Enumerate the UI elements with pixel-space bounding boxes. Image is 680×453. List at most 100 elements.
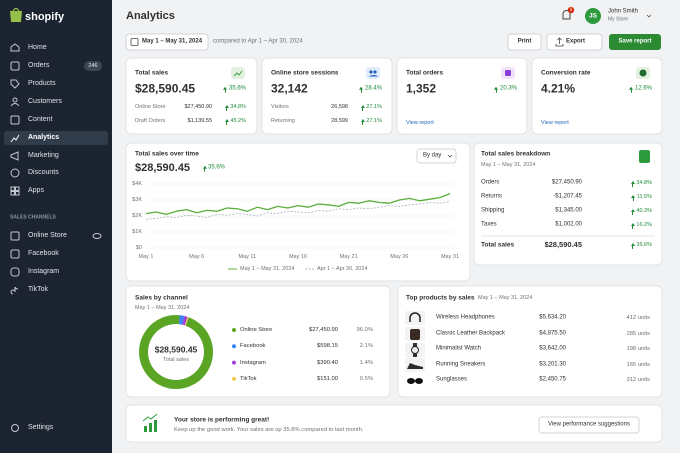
product-sales: $2,450.75 — [539, 377, 566, 384]
breakdown-date: May 1 – May 31, 2024 — [481, 161, 536, 168]
banner-button-bg — [538, 416, 640, 434]
kpi-change: 20.3% — [494, 86, 517, 93]
icon-content — [10, 115, 20, 125]
channel-item[interactable]: Online Store — [28, 232, 67, 240]
channel-item[interactable]: TikTok — [28, 286, 48, 294]
banner-text: Keep up the good work. Your sales are up… — [174, 426, 364, 433]
breakdown-label: Orders — [481, 179, 500, 186]
period-select-bg — [416, 148, 457, 164]
series-line — [145, 192, 451, 216]
chart-value: $28,590.45 — [135, 161, 191, 174]
brand-icon — [10, 11, 22, 22]
kpi-row-value: $27,450.90 — [184, 103, 212, 110]
nav-item[interactable]: Products — [28, 80, 56, 88]
date-picker — [125, 33, 209, 51]
product-name: Minimalist Watch — [436, 345, 482, 352]
avatar — [585, 8, 601, 24]
banner-button[interactable]: View performance suggestions — [548, 421, 630, 428]
donut-center-label: Total sales — [163, 356, 189, 363]
x-tick-label: May 11 — [238, 253, 257, 260]
nav-item[interactable]: Analytics — [28, 134, 60, 142]
legend-swatch — [232, 360, 236, 365]
chart-marks — [139, 183, 455, 390]
kpi-icon-pie — [639, 69, 647, 77]
nav-item[interactable]: Marketing — [28, 152, 59, 160]
icon-customers — [12, 97, 18, 103]
legend-label: May 1 – May 31, 2024 — [240, 265, 295, 272]
channel-amount: $151.00 — [317, 375, 338, 382]
kpi-row-change: 34.8% — [224, 104, 246, 111]
nav-item[interactable]: Discounts — [28, 169, 59, 177]
save-button-bg — [609, 34, 661, 50]
kpi-row-label: Draft Orders — [135, 117, 166, 124]
period-select[interactable]: By day — [423, 152, 442, 159]
donut-segment — [184, 316, 189, 326]
view-report-link[interactable]: View report — [406, 119, 434, 126]
channel-title: Sales by channel — [135, 294, 188, 302]
channel-item[interactable]: Facebook — [28, 250, 59, 258]
settings-item[interactable]: Settings — [28, 424, 54, 432]
kpi-card — [396, 57, 528, 135]
donut-center-value: $28,590.45 — [154, 344, 198, 355]
breakdown-change: 40.3% — [630, 208, 652, 215]
breakdown-total-label: Total sales — [481, 241, 515, 249]
breakdown-total-value: $28,590.45 — [544, 239, 582, 249]
orders-badge-bg — [84, 61, 102, 71]
breakdown-label: Shipping — [481, 207, 505, 214]
kpi-change: 35.6% — [223, 86, 246, 93]
kpi-title: Conversion rate — [541, 69, 591, 77]
cards — [125, 57, 663, 443]
icon-customers-body — [10, 103, 20, 107]
icon-apps — [15, 186, 20, 191]
y-tick-label: $0 — [135, 244, 142, 251]
breakdown-value: $1,345.00 — [555, 207, 582, 214]
print-button[interactable]: Print — [517, 38, 532, 45]
channel-date: May 1 – May 31, 2024 — [135, 304, 190, 311]
breakdown-card — [473, 142, 663, 266]
y-tick-label: $2K — [132, 212, 142, 219]
kpi-card — [261, 57, 393, 135]
nav-item[interactable]: Customers — [28, 98, 62, 106]
view-report-link[interactable]: View report — [541, 119, 569, 126]
product-name: Classic Leather Backpack — [436, 330, 506, 337]
icon-products — [10, 79, 20, 89]
nav-item[interactable]: Orders — [28, 62, 50, 70]
icon-home — [10, 43, 20, 52]
date-range[interactable]: May 1 – May 31, 2024 — [142, 38, 203, 45]
print-button-bg — [507, 33, 542, 51]
breakdown-value: $1,002.00 — [555, 221, 582, 228]
save-button[interactable]: Save report — [618, 38, 652, 45]
icon-tiktok — [10, 286, 19, 295]
section-label: SALES CHANNELS — [10, 214, 56, 221]
kpi-change: 12.6% — [629, 86, 652, 93]
legend-swatch — [232, 376, 236, 381]
product-sales: $3,201.30 — [539, 361, 566, 368]
banner-icon-bar — [149, 423, 152, 432]
icon-analytics — [10, 134, 20, 143]
product-name: Running Sneakers — [436, 361, 486, 368]
legend-swatch — [232, 344, 236, 349]
y-tick-label: $1K — [132, 228, 142, 235]
channel-share: 0.5% — [359, 375, 373, 382]
banner-title: Your store is performing great! — [174, 416, 270, 424]
x-tick-label: May 21 — [339, 253, 358, 260]
kpi-card — [531, 57, 663, 135]
kpi-row-value: 28,599 — [331, 117, 348, 124]
export-button[interactable]: Export — [566, 38, 586, 45]
product-sales: $5,634.20 — [539, 314, 566, 321]
kpi-icon-person — [373, 70, 377, 74]
y-tick-label: $4K — [132, 180, 142, 187]
icon-eye — [92, 233, 102, 239]
y-tick-label: $3K — [132, 196, 142, 203]
kpi-row-change: 27.1% — [360, 118, 382, 125]
nav-item[interactable]: Content — [28, 116, 53, 124]
nav-item[interactable]: Apps — [28, 187, 44, 195]
icon-apps — [10, 191, 15, 196]
channel-item[interactable]: Instagram — [28, 268, 60, 276]
product-image-headphones — [409, 312, 421, 322]
nav-item[interactable]: Home — [28, 44, 47, 52]
channel-share: 1.4% — [359, 359, 373, 366]
bell-icon — [562, 10, 571, 20]
kpi-title: Online store sessions — [271, 69, 339, 77]
